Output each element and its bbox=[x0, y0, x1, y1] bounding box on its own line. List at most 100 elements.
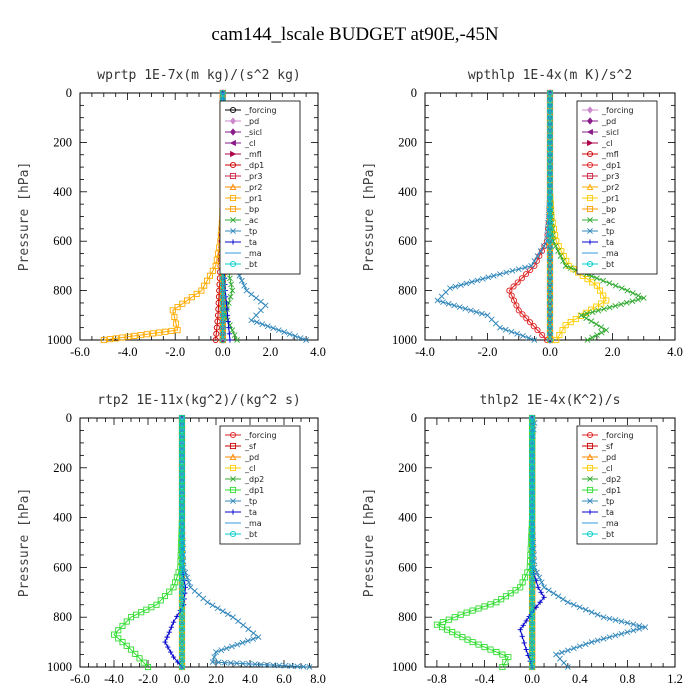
data-point bbox=[481, 644, 488, 651]
data-point bbox=[538, 579, 545, 586]
y-tick-label: 1000 bbox=[47, 333, 72, 347]
data-point bbox=[529, 458, 536, 465]
data-point bbox=[537, 248, 544, 254]
data-point bbox=[178, 508, 186, 515]
data-point bbox=[584, 276, 591, 283]
data-point bbox=[250, 636, 257, 642]
data-point bbox=[612, 282, 619, 289]
data-point bbox=[115, 627, 122, 634]
x-tick-label: -2.0 bbox=[138, 672, 158, 686]
data-point bbox=[240, 622, 247, 629]
data-point bbox=[529, 477, 536, 484]
data-point bbox=[178, 651, 186, 658]
data-point bbox=[258, 661, 264, 668]
data-point bbox=[452, 283, 459, 290]
data-point bbox=[600, 614, 607, 621]
legend-marker bbox=[586, 260, 594, 268]
data-point bbox=[270, 662, 277, 669]
data-point bbox=[576, 604, 583, 611]
data-point bbox=[119, 639, 126, 646]
data-point bbox=[115, 635, 122, 642]
legend-label: _ma bbox=[244, 249, 262, 258]
data-point bbox=[178, 645, 186, 652]
data-point bbox=[487, 601, 494, 608]
data-point bbox=[131, 332, 138, 339]
data-point bbox=[546, 127, 554, 134]
data-point bbox=[252, 661, 258, 668]
data-point bbox=[593, 275, 600, 282]
data-point bbox=[537, 599, 543, 605]
y-axis-label: Pressure [hPa] bbox=[362, 488, 377, 598]
data-point bbox=[546, 336, 554, 344]
data-point bbox=[172, 320, 180, 327]
data-point bbox=[529, 495, 536, 502]
data-point bbox=[300, 663, 307, 670]
data-point bbox=[469, 607, 476, 614]
data-point bbox=[178, 439, 186, 446]
data-point bbox=[635, 296, 641, 303]
legend-marker bbox=[586, 453, 594, 461]
data-point bbox=[594, 611, 601, 618]
data-point bbox=[629, 290, 636, 296]
data-point bbox=[588, 318, 595, 325]
legend-marker bbox=[229, 260, 237, 268]
data-point bbox=[526, 319, 534, 326]
data-point bbox=[178, 495, 186, 502]
data-point bbox=[178, 520, 186, 527]
y-tick-label: 0 bbox=[411, 411, 417, 425]
data-point bbox=[529, 595, 536, 602]
x-tick-label: 8.0 bbox=[310, 672, 326, 686]
data-point bbox=[225, 318, 231, 325]
legend-label: _forcing bbox=[601, 106, 634, 115]
data-point bbox=[219, 318, 226, 325]
data-point bbox=[463, 280, 470, 287]
data-point bbox=[546, 238, 554, 245]
data-point bbox=[546, 213, 554, 220]
data-point bbox=[529, 564, 536, 571]
data-point bbox=[593, 332, 600, 338]
legend-label: _pr3 bbox=[601, 172, 619, 181]
y-tick-label: 200 bbox=[398, 461, 417, 475]
data-point bbox=[178, 483, 186, 490]
data-point bbox=[598, 329, 605, 336]
data-point bbox=[556, 332, 563, 339]
x-tick-label: 0.8 bbox=[620, 672, 636, 686]
data-point bbox=[170, 584, 177, 591]
legend-label: _sf bbox=[601, 442, 613, 451]
data-point bbox=[529, 433, 536, 440]
data-point bbox=[612, 632, 619, 639]
data-point bbox=[178, 502, 186, 509]
data-point bbox=[624, 619, 631, 626]
data-point bbox=[606, 304, 613, 311]
data-point bbox=[567, 265, 574, 271]
data-point bbox=[276, 662, 283, 669]
data-point bbox=[589, 309, 596, 316]
data-point bbox=[230, 614, 236, 621]
legend-label: _forcing bbox=[244, 106, 277, 115]
data-point bbox=[119, 622, 126, 629]
data-point bbox=[529, 508, 536, 515]
data-point bbox=[243, 287, 250, 294]
data-point bbox=[515, 307, 522, 314]
legend-label: _bt bbox=[601, 530, 614, 539]
data-point bbox=[227, 293, 234, 300]
data-point bbox=[286, 331, 293, 337]
data-point bbox=[178, 527, 186, 534]
x-tick-label: 4.0 bbox=[667, 345, 683, 359]
data-point bbox=[546, 139, 554, 146]
data-point bbox=[584, 337, 591, 343]
data-point bbox=[241, 282, 248, 289]
data-point bbox=[543, 238, 550, 245]
data-point bbox=[100, 336, 107, 344]
data-point bbox=[531, 258, 538, 264]
data-point bbox=[539, 332, 546, 339]
data-point bbox=[514, 279, 521, 286]
data-point bbox=[525, 335, 532, 341]
data-point bbox=[219, 299, 226, 307]
data-point bbox=[612, 617, 619, 623]
legend-label: _pr1 bbox=[244, 194, 262, 203]
y-tick-label: 1000 bbox=[392, 333, 417, 347]
data-point bbox=[497, 324, 503, 331]
legend-label: _ta bbox=[601, 508, 614, 517]
data-point bbox=[178, 539, 186, 546]
